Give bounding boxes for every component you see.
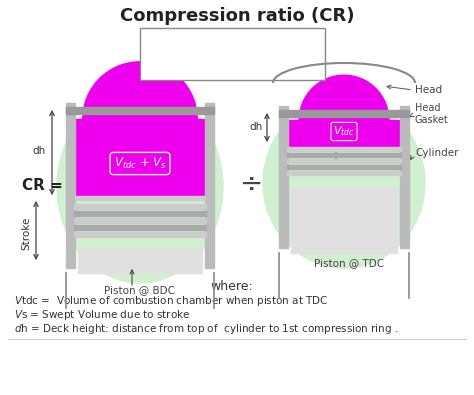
Wedge shape: [299, 75, 389, 120]
Bar: [75, 119, 205, 198]
Wedge shape: [83, 62, 197, 119]
Text: Head: Head: [415, 85, 442, 95]
Bar: [279, 106, 288, 248]
Bar: [279, 110, 409, 117]
Text: Piston @ BDC: Piston @ BDC: [104, 285, 175, 295]
Text: Stroke: Stroke: [21, 216, 31, 250]
Text: dh: dh: [33, 147, 46, 156]
Bar: [205, 103, 214, 268]
Text: dh: dh: [250, 122, 263, 132]
Text: CR  =: CR =: [150, 47, 190, 61]
Bar: [66, 107, 214, 114]
Bar: [75, 196, 205, 200]
Text: Compression ratio (CR): Compression ratio (CR): [120, 7, 354, 25]
Bar: [288, 120, 400, 147]
Text: $V_{tdc}$ + $V_s$: $V_{tdc}$ + $V_s$: [232, 36, 288, 52]
Text: CR =: CR =: [22, 177, 63, 192]
Bar: [74, 225, 206, 230]
Bar: [74, 232, 206, 237]
Bar: [287, 159, 401, 163]
Bar: [78, 249, 202, 273]
Bar: [400, 106, 409, 248]
Bar: [74, 211, 206, 216]
Bar: [140, 28, 325, 80]
Text: Piston @ TDC: Piston @ TDC: [314, 258, 384, 268]
Bar: [287, 153, 401, 157]
Text: $V_{tdc}$ + $V_s$: $V_{tdc}$ + $V_s$: [114, 156, 166, 171]
Bar: [287, 165, 401, 169]
Ellipse shape: [57, 90, 223, 283]
Text: Head
Gasket: Head Gasket: [415, 103, 449, 125]
Bar: [287, 147, 401, 151]
Text: $V$s = Swept Volume due to stroke: $V$s = Swept Volume due to stroke: [14, 308, 191, 322]
Text: where:: where:: [210, 280, 253, 293]
Bar: [74, 204, 206, 209]
Text: $V_{tdc}$: $V_{tdc}$: [248, 58, 272, 73]
Bar: [66, 103, 75, 268]
Text: $V$tdc =  Volume of combustion chamber when piston at TDC: $V$tdc = Volume of combustion chamber wh…: [14, 294, 328, 308]
Text: ÷: ÷: [240, 171, 264, 199]
Text: Cylinder: Cylinder: [415, 148, 458, 158]
Bar: [291, 187, 397, 253]
Ellipse shape: [263, 98, 425, 268]
Text: $V_{tdc}$: $V_{tdc}$: [333, 124, 355, 138]
Text: $d$h = Deck height: distance from top of  cylinder to 1st compression ring .: $d$h = Deck height: distance from top of…: [14, 322, 399, 336]
Bar: [287, 171, 401, 175]
Bar: [74, 218, 206, 223]
